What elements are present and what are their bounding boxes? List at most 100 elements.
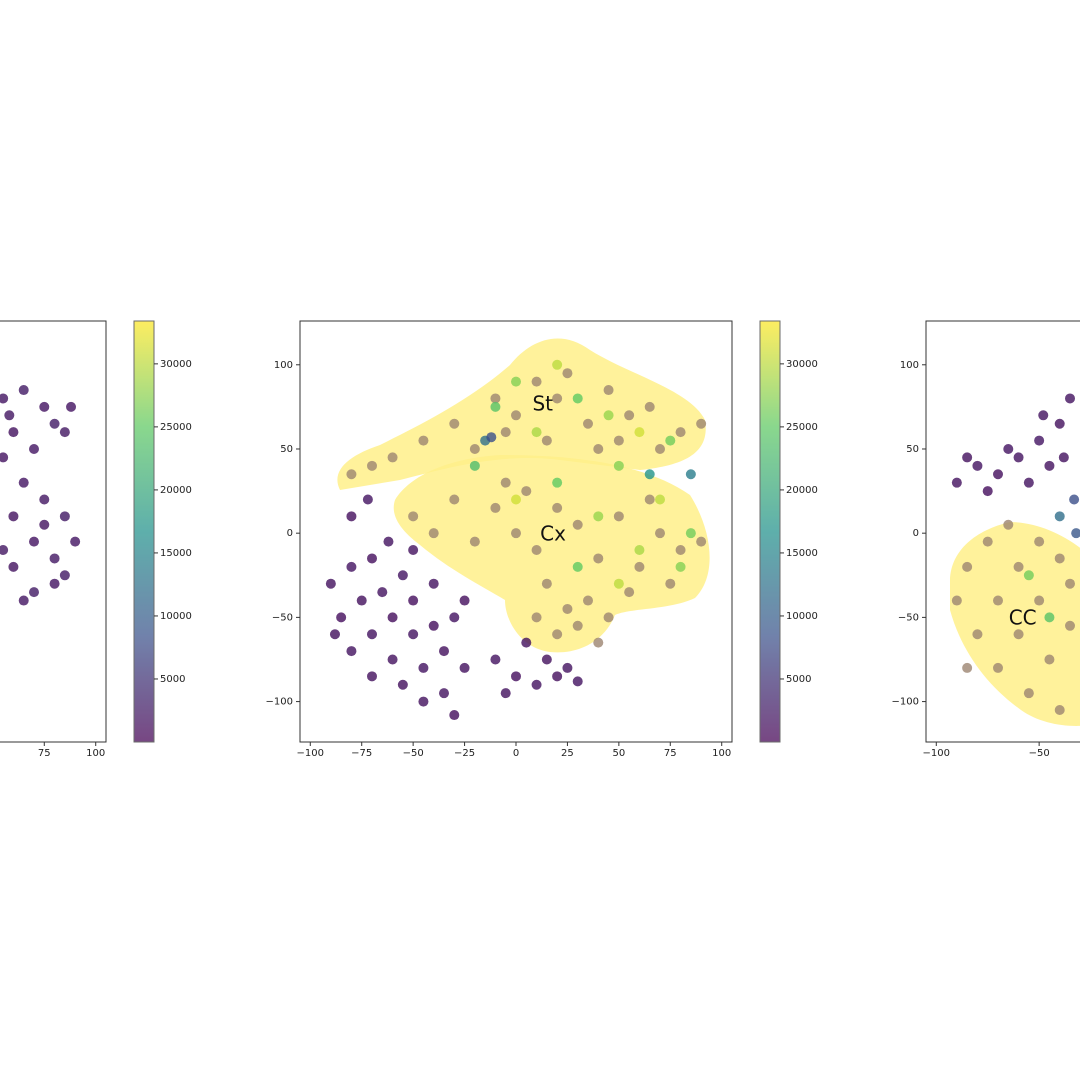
point [972, 460, 983, 471]
y-tick-label: −50 [898, 612, 919, 623]
x-tick-label: −75 [351, 748, 372, 759]
point [500, 477, 511, 488]
point [521, 637, 532, 648]
point [428, 578, 439, 589]
x-tick-label: −100 [923, 748, 950, 759]
point [685, 528, 696, 539]
point [39, 494, 50, 505]
colorbar-tick-label: 15000 [160, 548, 192, 559]
point [387, 654, 398, 665]
point [383, 536, 394, 547]
point [552, 393, 563, 404]
point [387, 452, 398, 463]
x-tick-label: 100 [712, 748, 731, 759]
point [29, 587, 39, 598]
point [1054, 418, 1065, 429]
point [1034, 435, 1045, 446]
x-tick-label: 75 [664, 748, 677, 759]
plot-area: CC [950, 393, 1080, 726]
point [593, 553, 604, 564]
point [59, 427, 70, 438]
point [346, 469, 357, 480]
point [4, 410, 15, 421]
colorbar-tick-label: 15000 [786, 548, 818, 559]
colorbar-tick-label: 5000 [786, 674, 811, 685]
colorbar-tick-label: 30000 [160, 359, 192, 370]
point [541, 578, 552, 589]
point [66, 401, 77, 412]
point [1034, 536, 1045, 547]
point [408, 595, 419, 606]
point [572, 620, 583, 631]
point [18, 477, 29, 488]
point [1023, 570, 1034, 581]
point [962, 662, 973, 673]
point [8, 427, 19, 438]
point [962, 452, 973, 463]
point [418, 435, 429, 446]
panel: CC −100 −50 −100 −50 0 50 100 [892, 320, 1080, 759]
point [0, 452, 9, 463]
point [962, 561, 973, 572]
annotation: St [532, 392, 553, 416]
region-hull [950, 522, 1080, 726]
point [39, 519, 50, 530]
point [500, 688, 511, 699]
point [397, 570, 408, 581]
panel: 75 100 5000 10000 15000 20000 25000 30000 [0, 320, 192, 759]
point [634, 545, 645, 556]
colorbar-tick-label: 5000 [160, 674, 185, 685]
point [993, 469, 1003, 480]
point [367, 671, 377, 682]
point [439, 688, 449, 699]
point [469, 536, 480, 547]
point [541, 654, 552, 665]
point [655, 443, 665, 454]
point [562, 368, 573, 379]
x-tick-label: 75 [38, 748, 51, 759]
point [634, 427, 645, 438]
point [418, 696, 429, 707]
colorbar-tick-label: 10000 [160, 611, 192, 622]
point [603, 612, 614, 623]
point [367, 629, 377, 640]
point [993, 595, 1003, 606]
point [1013, 452, 1024, 463]
point [29, 536, 39, 547]
point [675, 561, 686, 572]
point [603, 385, 614, 396]
point [1044, 654, 1055, 665]
point [593, 637, 604, 648]
point [1034, 595, 1045, 606]
point [593, 511, 604, 522]
point [531, 679, 542, 690]
point [552, 477, 563, 488]
point [49, 578, 60, 589]
point [552, 359, 563, 370]
point [8, 511, 19, 522]
point [521, 486, 532, 497]
y-tick-label: 50 [906, 444, 919, 455]
point [644, 401, 655, 412]
point [49, 553, 60, 564]
panel: St Cx −100 −75 −50 −25 0 25 50 75 100 −100 −50 0 50 10… [266, 320, 818, 759]
axes-frame [0, 320, 107, 743]
point [613, 460, 624, 471]
point [346, 646, 357, 657]
point [408, 545, 419, 556]
point [613, 578, 624, 589]
point [377, 587, 388, 598]
annotation: CC [1009, 606, 1037, 630]
y-tick-label: 100 [274, 360, 293, 371]
point [982, 486, 993, 497]
point [552, 629, 563, 640]
point [511, 671, 521, 682]
point [552, 671, 563, 682]
point [490, 401, 501, 412]
axes-frame [925, 320, 1080, 743]
point [1065, 578, 1075, 589]
point [696, 418, 707, 429]
y-tick-label: 0 [913, 528, 919, 539]
